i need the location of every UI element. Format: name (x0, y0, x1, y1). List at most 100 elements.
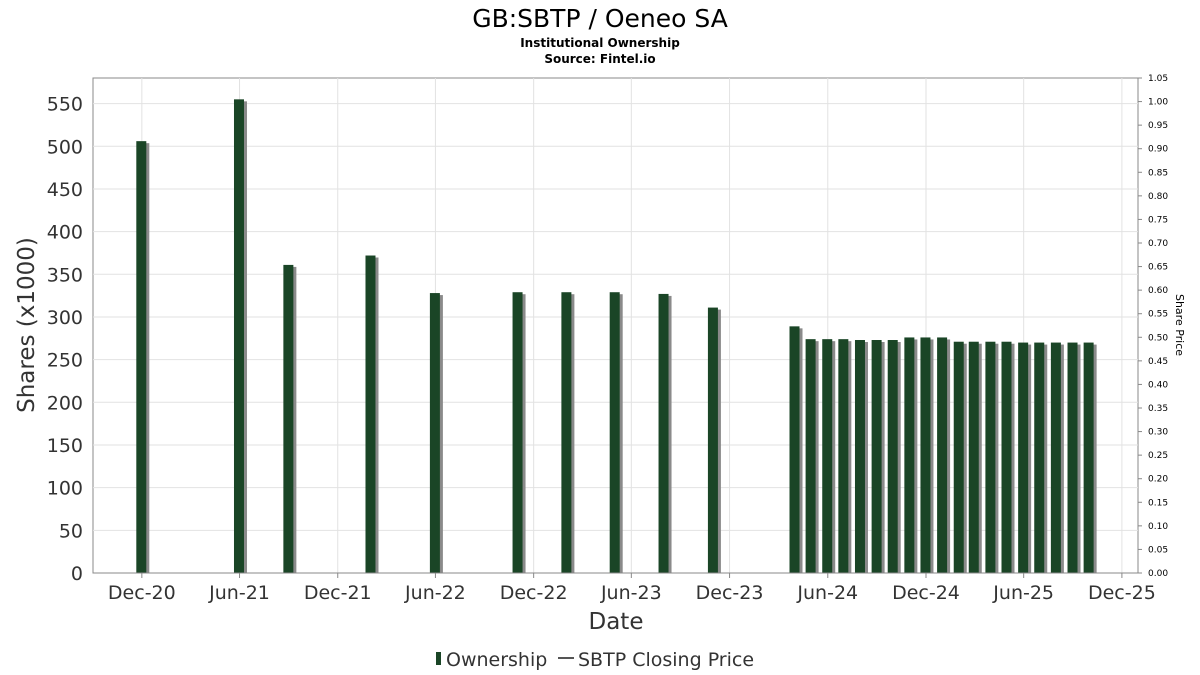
chart-subtitle: Institutional Ownership (520, 36, 680, 50)
ownership-bar-fill (1001, 341, 1012, 573)
ownership-bar-fill (429, 293, 440, 573)
ownership-bar (365, 255, 379, 573)
chart-source: Source: Fintel.io (544, 52, 655, 66)
ownership-bar (429, 293, 443, 573)
ownership-bar (968, 341, 982, 573)
y2-tick-label: 0.70 (1148, 239, 1168, 249)
ownership-bar-fill (1034, 342, 1045, 573)
ownership-bar (937, 337, 951, 573)
ownership-bar-fill (789, 326, 800, 573)
y2-tick-label: 1.05 (1148, 74, 1168, 84)
y-tick-label: 300 (47, 307, 83, 329)
y2-tick-label: 0.05 (1148, 545, 1168, 555)
ownership-bar-fill (658, 293, 669, 573)
ownership-bar (789, 326, 803, 573)
ownership-bar (561, 292, 575, 573)
ownership-bar-fill (953, 341, 964, 573)
ownership-bar-fill (985, 341, 996, 573)
y2-tick-label: 0.55 (1148, 310, 1168, 320)
y2-tick-label: 0.65 (1148, 263, 1168, 273)
ownership-bar-fill (822, 339, 833, 573)
ownership-bar-fill (920, 337, 931, 573)
ownership-bar (985, 341, 999, 573)
ownership-bar (1067, 342, 1081, 573)
ownership-bar-fill (1018, 342, 1029, 573)
ownership-bar (609, 292, 623, 573)
y2-tick-label: 0.25 (1148, 451, 1168, 461)
chart-title: GB:SBTP / Oeneo SA (472, 4, 728, 33)
y-tick-label: 500 (47, 136, 83, 158)
ownership-bar-fill (854, 340, 865, 573)
y-axis-label: Shares (x1000) (14, 237, 40, 413)
y2-tick-label: 1.00 (1148, 98, 1168, 108)
ownership-bar-fill (1050, 342, 1061, 573)
x-tick-label: Dec-25 (1088, 582, 1156, 604)
ownership-bar (1018, 342, 1032, 573)
y2-tick-label: 0.90 (1148, 145, 1168, 155)
y-tick-label: 50 (59, 520, 83, 542)
y2-tick-label: 0.50 (1148, 333, 1168, 343)
ownership-bar (658, 293, 672, 573)
y2-tick-label: 0.85 (1148, 168, 1168, 178)
ownership-bar (805, 339, 819, 573)
y2-tick-label: 0.10 (1148, 522, 1168, 532)
ownership-bar-fill (904, 337, 915, 573)
x-tick-label: Dec-20 (108, 582, 176, 604)
x-axis-label: Date (589, 609, 644, 635)
ownership-bar-fill (136, 141, 147, 574)
ownership-bar (854, 340, 868, 573)
y2-tick-label: 0.60 (1148, 286, 1168, 296)
ownership-bar (920, 337, 934, 573)
x-tick-label: Jun-24 (796, 582, 858, 604)
y2-tick-label: 0.45 (1148, 357, 1168, 367)
y2-tick-label: 0.35 (1148, 404, 1168, 414)
ownership-bar (1001, 341, 1015, 573)
y2-tick-label: 0.30 (1148, 428, 1168, 438)
x-tick-label: Jun-22 (404, 582, 466, 604)
legend-price-label: SBTP Closing Price (578, 649, 754, 671)
x-tick-label: Dec-24 (892, 582, 960, 604)
y2-tick-label: 0.20 (1148, 475, 1168, 485)
y2-tick-label: 0.95 (1148, 121, 1168, 131)
ownership-bar (904, 337, 918, 573)
y2-tick-label: 0.75 (1148, 215, 1168, 225)
ownership-bar (233, 99, 247, 573)
y2-tick-label: 0.00 (1148, 569, 1168, 579)
x-tick-label: Dec-22 (500, 582, 568, 604)
ownership-bar (953, 341, 967, 573)
x-tick-label: Dec-21 (304, 582, 372, 604)
y-tick-label: 250 (47, 350, 83, 372)
ownership-bar-fill (871, 340, 882, 573)
ownership-bar-fill (1067, 342, 1078, 573)
legend-ownership-label: Ownership (446, 649, 547, 671)
ownership-bar (1034, 342, 1048, 573)
x-tick-label: Jun-21 (208, 582, 270, 604)
ownership-bar-fill (838, 339, 849, 573)
y2-axis-label: Share Price (1173, 294, 1186, 356)
x-axis-ticks: Dec-20 Jun-21 Dec-21 Jun-22 Dec-22 Jun-23 Dec-… (93, 572, 1156, 604)
ownership-bar (1050, 342, 1064, 573)
y-tick-label: 100 (47, 478, 83, 500)
ownership-bar (871, 340, 885, 573)
y-tick-label: 550 (47, 94, 83, 116)
ownership-bar-fill (1083, 342, 1094, 573)
ownership-bar (136, 141, 150, 574)
ownership-bar-fill (707, 307, 718, 573)
ownership-bar-fill (561, 292, 572, 573)
ownership-bar (512, 292, 526, 573)
y-tick-label: 150 (47, 435, 83, 457)
legend-ownership-swatch (436, 652, 441, 665)
ownership-bar-fill (233, 99, 244, 573)
ownership-bar (1083, 342, 1097, 573)
y-axis-ticks: 0 50 100 150 200 250 300 350 400 450 500 550 (47, 94, 83, 585)
x-tick-label: Dec-23 (696, 582, 764, 604)
y-tick-label: 0 (71, 563, 83, 585)
y2-tick-label: 0.40 (1148, 380, 1168, 390)
ownership-bar-fill (283, 264, 294, 573)
ownership-bar (838, 339, 852, 573)
y2-tick-label: 0.15 (1148, 498, 1168, 508)
ownership-bar-fill (887, 340, 898, 573)
ownership-bars (136, 99, 1097, 574)
y-tick-label: 450 (47, 179, 83, 201)
